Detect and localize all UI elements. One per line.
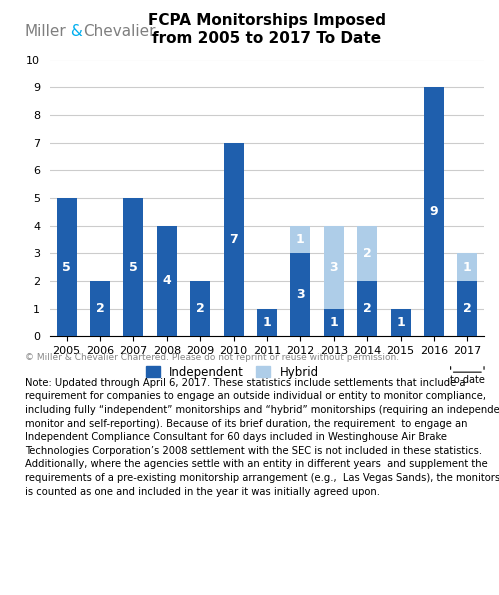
Text: 5: 5	[62, 261, 71, 274]
Text: 2: 2	[363, 247, 372, 259]
Text: Miller: Miller	[25, 24, 67, 39]
Bar	[56, 198, 77, 336]
Text: 3: 3	[329, 261, 338, 274]
Text: 5: 5	[129, 261, 138, 274]
Text: &: &	[66, 24, 83, 39]
Text: 7: 7	[229, 233, 238, 246]
Text: 9: 9	[430, 205, 438, 218]
Bar	[224, 142, 244, 336]
Text: Note: Updated through April 6, 2017. These statistics include settlements that i: Note: Updated through April 6, 2017. The…	[25, 378, 499, 496]
Bar	[157, 226, 177, 336]
Bar	[290, 226, 310, 253]
Bar	[290, 253, 310, 336]
Text: 1: 1	[296, 233, 305, 246]
Bar	[424, 87, 444, 336]
Text: 4: 4	[162, 274, 171, 287]
Text: Chevalier: Chevalier	[83, 24, 156, 39]
Text: 1: 1	[262, 316, 271, 329]
Bar	[324, 308, 344, 336]
Legend: Independent, Hybrid: Independent, Hybrid	[146, 366, 319, 378]
Bar	[123, 198, 143, 336]
Title: FCPA Monitorships Imposed
from 2005 to 2017 To Date: FCPA Monitorships Imposed from 2005 to 2…	[148, 14, 386, 46]
Bar	[391, 308, 411, 336]
Text: 2: 2	[363, 302, 372, 315]
Bar	[257, 308, 277, 336]
Text: to date: to date	[450, 375, 485, 385]
Bar	[90, 281, 110, 336]
Bar	[357, 281, 377, 336]
Bar	[457, 281, 478, 336]
Bar	[357, 226, 377, 281]
Text: 1: 1	[329, 316, 338, 329]
Text: 2: 2	[196, 302, 205, 315]
Bar	[190, 281, 210, 336]
Text: 1: 1	[396, 316, 405, 329]
Text: 2: 2	[463, 302, 472, 315]
Text: 1: 1	[463, 261, 472, 274]
Text: 2: 2	[96, 302, 104, 315]
Bar	[324, 226, 344, 308]
Text: 3: 3	[296, 288, 305, 301]
Text: © Miller & Chevalier Chartered. Please do not reprint or reuse without permissio: © Miller & Chevalier Chartered. Please d…	[25, 353, 399, 362]
Bar	[457, 253, 478, 281]
